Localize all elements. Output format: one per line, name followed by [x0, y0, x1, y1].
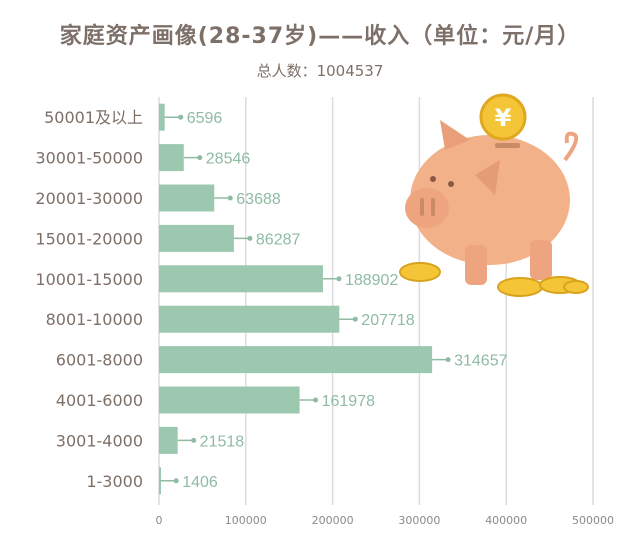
- leader-dot: [352, 316, 358, 322]
- leader-dot: [173, 478, 179, 484]
- bar: [159, 426, 178, 454]
- category-label: 3001-4000: [56, 431, 143, 450]
- bar: [159, 346, 433, 374]
- leader-dot: [336, 276, 342, 282]
- category-label: 8001-10000: [46, 310, 143, 329]
- chart-title: 家庭资产画像(28-37岁)——收入（单位：元/月）: [59, 24, 581, 49]
- leader-dot: [313, 397, 319, 403]
- leader-dot: [445, 357, 451, 363]
- bar: [159, 184, 215, 212]
- data-label: 6596: [187, 110, 223, 127]
- leader-dot: [178, 114, 184, 120]
- chart-subtitle: 总人数：1004537: [256, 62, 384, 80]
- x-tick-label: 100000: [225, 514, 267, 527]
- leader-dot: [227, 195, 233, 201]
- data-label: 188902: [345, 272, 398, 289]
- bar: [159, 467, 161, 495]
- category-label: 15001-20000: [35, 229, 143, 248]
- bar: [159, 386, 300, 414]
- data-label: 314657: [454, 353, 507, 370]
- category-label: 20001-30000: [35, 189, 143, 208]
- category-label: 10001-15000: [35, 270, 143, 289]
- category-label: 6001-8000: [56, 351, 143, 370]
- data-label: 28546: [206, 151, 251, 168]
- data-label: 161978: [322, 393, 375, 410]
- category-label: 1-3000: [86, 472, 143, 491]
- x-tick-label: 500000: [572, 514, 614, 527]
- category-label: 50001及以上: [44, 108, 143, 127]
- x-tick-label: 300000: [398, 514, 440, 527]
- piggy-bank-icon: ¥: [399, 93, 589, 297]
- data-label: 21518: [200, 433, 245, 450]
- leader-dot: [197, 155, 203, 161]
- data-label: 86287: [256, 231, 301, 248]
- category-label: 30001-50000: [35, 149, 143, 168]
- bar: [159, 224, 234, 252]
- x-tick-label: 0: [156, 514, 163, 527]
- bar: [159, 305, 340, 333]
- category-label: 4001-6000: [56, 391, 143, 410]
- bar: [159, 265, 323, 293]
- x-tick-label: 200000: [312, 514, 354, 527]
- x-tick-label: 400000: [485, 514, 527, 527]
- leader-dot: [247, 235, 253, 241]
- leader-dot: [191, 437, 197, 443]
- svg-text:¥: ¥: [495, 104, 512, 132]
- data-label: 1406: [182, 474, 218, 491]
- data-label: 63688: [236, 191, 281, 208]
- data-label: 207718: [361, 312, 414, 329]
- bar: [159, 103, 165, 131]
- bar: [159, 144, 184, 172]
